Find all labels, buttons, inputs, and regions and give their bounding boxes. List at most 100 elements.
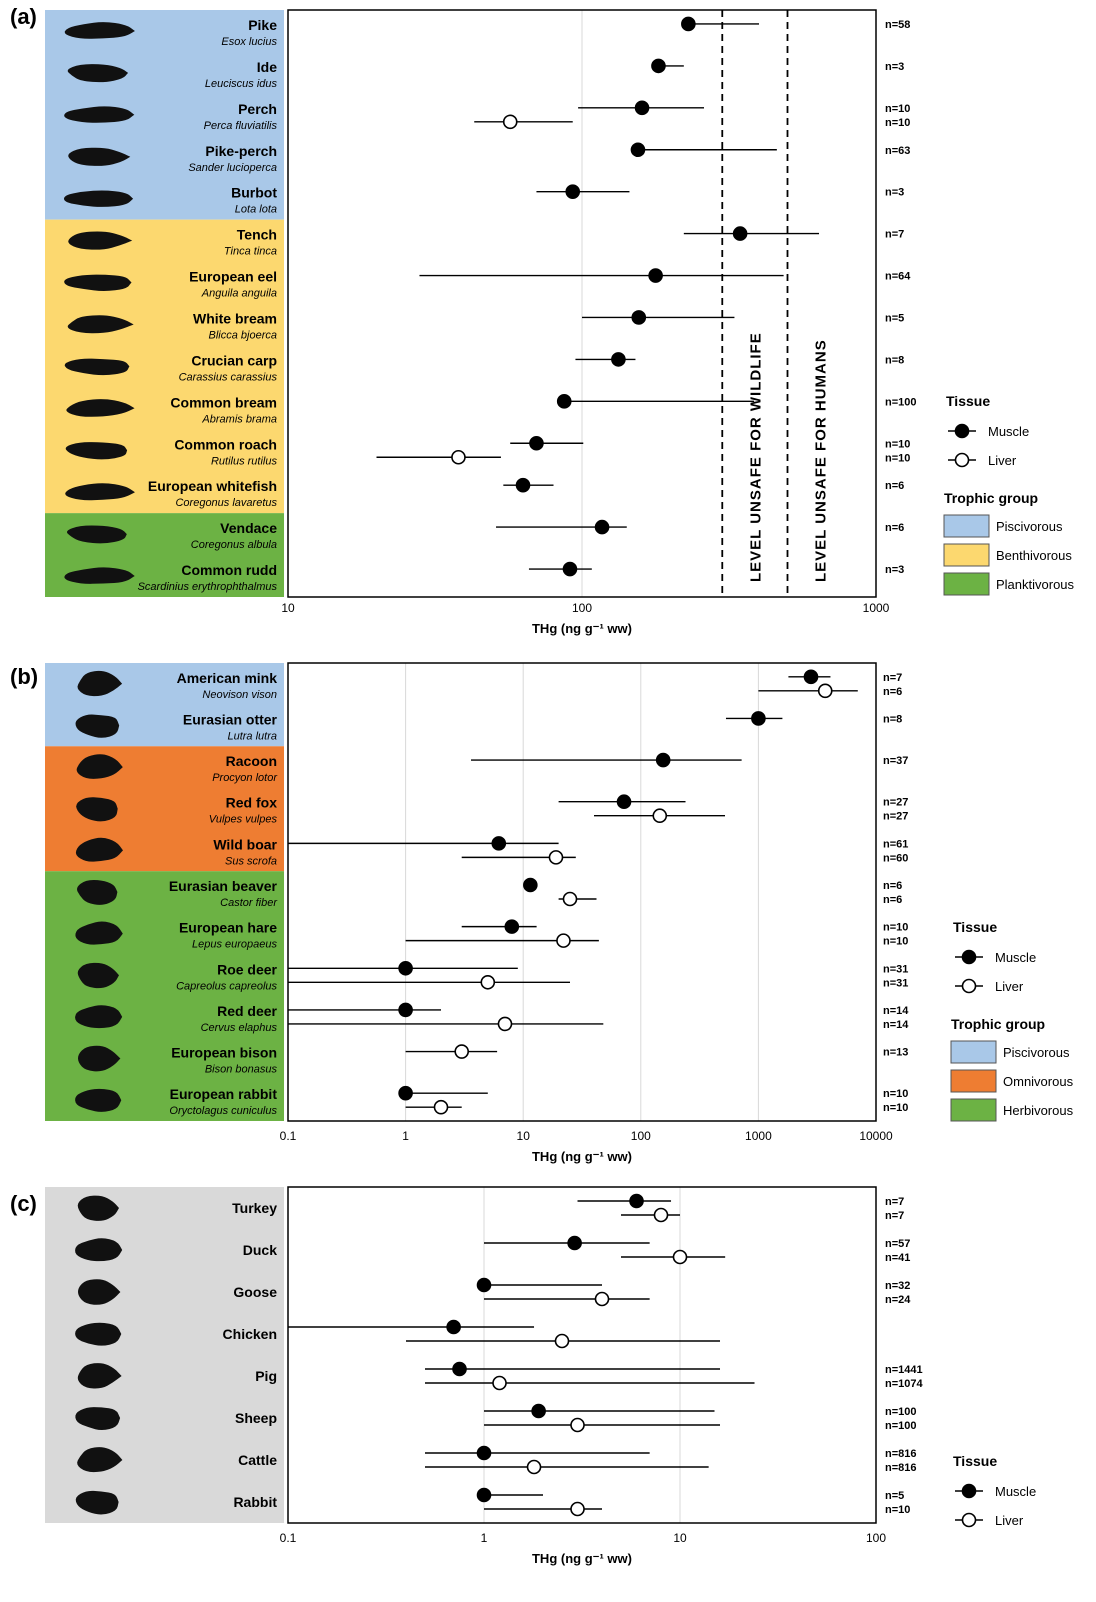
legend-muscle-marker xyxy=(961,1483,977,1499)
species-common-name: Common rudd xyxy=(181,562,277,578)
rabbit-silhouette-icon xyxy=(75,1088,122,1112)
sample-size-label: n=3 xyxy=(885,61,904,73)
liver-point xyxy=(497,1016,513,1032)
species-latin-name: Lutra lutra xyxy=(227,730,277,742)
sample-size-label: n=10 xyxy=(885,452,910,464)
species-row: European rabbit Oryctolagus cuniculus n=10… xyxy=(75,1085,908,1117)
sample-size-label: n=10 xyxy=(885,117,910,129)
liver-point xyxy=(492,1375,507,1391)
liver-point xyxy=(526,1459,542,1475)
species-latin-name: Perca fluviatilis xyxy=(204,120,278,132)
species-common-name: Racoon xyxy=(226,753,277,769)
rabbit-silhouette-icon xyxy=(75,1490,119,1515)
panel-label: (b) xyxy=(10,664,38,689)
muscle-point xyxy=(634,100,650,116)
species-row: Common roach Rutilus rutilus n=10 n=10 xyxy=(65,435,910,467)
legend-group-swatch xyxy=(943,543,990,567)
species-latin-name: Oryctolagus cuniculus xyxy=(169,1105,277,1117)
legend-muscle-marker xyxy=(961,949,977,965)
muscle-point xyxy=(732,226,748,241)
species-row: Common rudd Scardinius erythrophthalmus n=… xyxy=(64,561,904,593)
chart-panel-3: (c) Turkey n=7 n=7 Duck n=57 n=41 Goose n=32 n=24… xyxy=(10,1186,1036,1566)
muscle-point xyxy=(630,142,646,158)
legend-group-label: Herbivorous xyxy=(1003,1103,1074,1118)
species-common-name: Roe deer xyxy=(217,961,277,977)
muscle-point xyxy=(491,836,507,851)
x-tick-label: 0.1 xyxy=(280,1129,297,1143)
sample-size-label: n=10 xyxy=(883,922,908,934)
sample-size-label: n=10 xyxy=(883,1102,908,1114)
liver-point xyxy=(502,114,518,130)
species-row: Turkey n=7 n=7 xyxy=(77,1193,904,1223)
white-bream-silhouette-icon xyxy=(67,315,134,334)
legend-muscle-label: Muscle xyxy=(988,424,1029,439)
legend-liver-label: Liver xyxy=(988,453,1017,468)
species-latin-name: Capreolus capreolus xyxy=(176,980,277,992)
species-common-name: European hare xyxy=(179,920,277,936)
species-row: Chicken xyxy=(75,1319,721,1349)
species-latin-name: Castor fiber xyxy=(220,897,278,909)
liver-point xyxy=(672,1249,688,1265)
perch-silhouette-icon xyxy=(64,106,135,123)
muscle-point xyxy=(631,310,647,325)
reference-line-label: LEVEL UNSAFE FOR WILDLIFE xyxy=(747,332,764,582)
muscle-point xyxy=(556,394,572,409)
muscle-point xyxy=(681,16,696,32)
species-latin-name: Carassius carassius xyxy=(179,371,278,383)
muscle-point xyxy=(446,1319,461,1335)
legend: Tissue Muscle Liver Trophic group Piscivorou… xyxy=(943,393,1075,596)
species-common-name: Common roach xyxy=(174,436,277,452)
legend-muscle-label: Muscle xyxy=(995,950,1036,965)
x-tick-label: 10 xyxy=(281,601,295,615)
species-common-name: Red deer xyxy=(217,1003,277,1019)
sample-size-label: n=10 xyxy=(885,438,910,450)
sample-size-label: n=64 xyxy=(885,271,911,283)
x-tick-label: 0.1 xyxy=(280,1531,297,1545)
x-axis-title: THg (ng g⁻¹ ww) xyxy=(532,1149,632,1164)
species-row: European whitefish Coregonus lavaretus n=6 xyxy=(65,477,904,509)
legend-group-swatch xyxy=(943,572,990,596)
plot-frame xyxy=(287,9,877,598)
species-common-name: White bream xyxy=(193,310,277,326)
sample-size-label: n=3 xyxy=(885,564,904,576)
sample-size-label: n=8 xyxy=(883,713,902,725)
species-latin-name: Coregonus lavaretus xyxy=(175,497,277,509)
liver-point xyxy=(570,1417,585,1433)
turkey-silhouette-icon xyxy=(77,1195,119,1221)
chicken-silhouette-icon xyxy=(75,1322,122,1346)
species-latin-name: Lota lota xyxy=(235,204,277,216)
species-row: Rabbit n=5 n=10 xyxy=(75,1487,910,1517)
sample-size-label: n=1441 xyxy=(885,1364,923,1376)
species-latin-name: Bison bonasus xyxy=(205,1064,278,1076)
x-axis-title: THg (ng g⁻¹ ww) xyxy=(532,621,632,636)
plot-frame xyxy=(287,1186,877,1524)
sample-size-label: n=14 xyxy=(883,1019,909,1031)
species-common-name: Perch xyxy=(238,101,277,117)
muscle-point xyxy=(616,794,632,810)
species-latin-name: Neovison vison xyxy=(202,689,277,701)
legend-group-label: Piscivorous xyxy=(1003,1045,1070,1060)
pike-perch-silhouette-icon xyxy=(68,147,131,166)
muscle-point xyxy=(565,184,581,199)
legend-group-label: Piscivorous xyxy=(996,519,1063,534)
legend-liver-marker xyxy=(961,1512,977,1528)
muscle-point xyxy=(531,1403,546,1419)
x-tick-label: 10 xyxy=(517,1129,531,1143)
pig-silhouette-icon xyxy=(77,1363,122,1389)
species-latin-name: Coregonus albula xyxy=(191,539,277,551)
eel-silhouette-icon xyxy=(64,274,132,292)
muscle-point xyxy=(398,960,413,976)
x-tick-label: 1 xyxy=(481,1531,488,1545)
species-common-name: European bison xyxy=(171,1045,277,1061)
sample-size-label: n=6 xyxy=(883,880,902,892)
panel-label: (c) xyxy=(10,1191,37,1216)
species-row: Tench Tinca tinca n=7 xyxy=(68,226,904,258)
species-row: Duck n=57 n=41 xyxy=(75,1235,910,1265)
species-latin-name: Rutilus rutilus xyxy=(211,455,278,467)
roach-silhouette-icon xyxy=(65,442,128,460)
sample-size-label: n=31 xyxy=(883,963,908,975)
species-latin-name: Abramis brama xyxy=(201,413,277,425)
species-row: Roe deer Capreolus capreolus n=31 n=31 xyxy=(77,960,908,992)
legend-liver-label: Liver xyxy=(995,1513,1024,1528)
